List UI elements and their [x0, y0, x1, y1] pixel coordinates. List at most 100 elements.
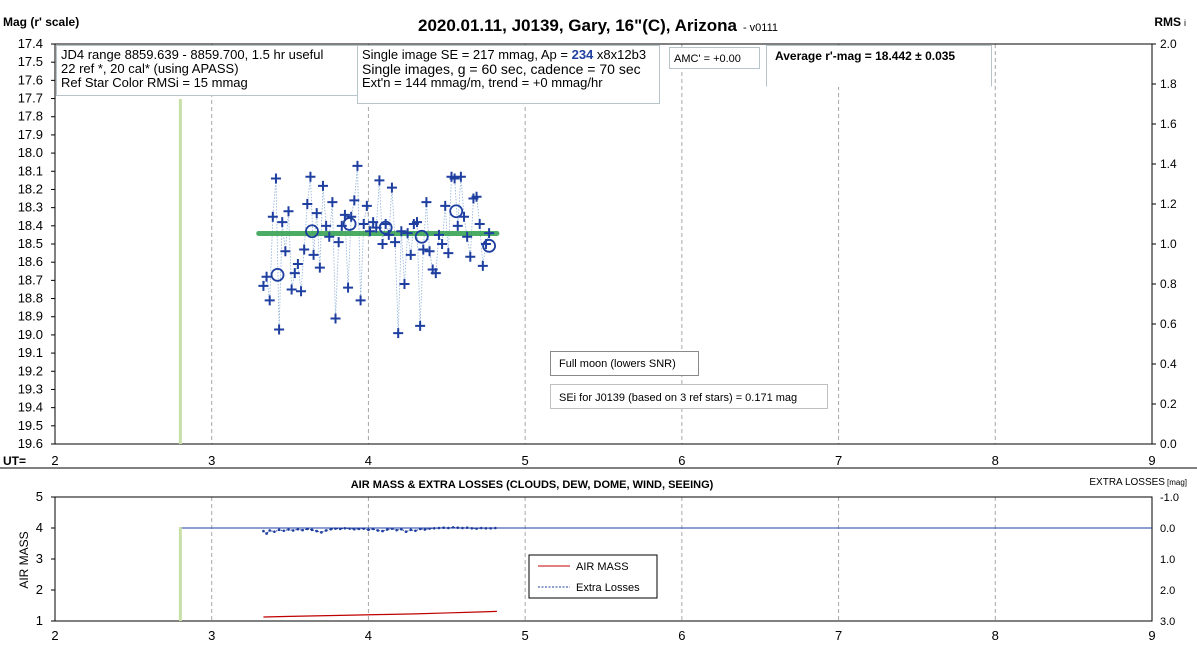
data-point-plus	[399, 279, 410, 289]
y-tick-label: 19.0	[18, 327, 43, 342]
extra-losses-point	[494, 526, 497, 530]
extra-losses-point	[409, 528, 413, 532]
extra-losses-point	[479, 526, 483, 530]
info-ap-value: 234	[571, 47, 594, 62]
y2-tick-label: 1.0	[1160, 237, 1177, 251]
extra-losses-point	[451, 526, 455, 529]
x-tick-label: 9	[1148, 453, 1155, 468]
extra-losses-point	[287, 528, 290, 531]
data-point-plus	[421, 197, 432, 208]
data-point-plus	[264, 295, 275, 306]
bottom-y2-tick-label: 2.0	[1160, 585, 1175, 597]
data-point-circle	[414, 229, 429, 244]
info-box-single-image: Single image SE = 217 mmag, Ap = 234 x8x…	[357, 45, 660, 104]
chart-version: - v0111	[743, 22, 778, 34]
data-point-plus	[330, 313, 341, 324]
bottom-y-tick-label: 3	[36, 551, 43, 566]
data-point-plus	[296, 286, 307, 297]
bottom-x-tick-label: 9	[1148, 628, 1155, 643]
amc-label: AMC' = +0.00	[674, 53, 741, 65]
data-point-plus	[261, 271, 272, 282]
data-point-plus	[383, 229, 394, 240]
data-point-plus	[440, 200, 451, 211]
data-point-plus	[405, 249, 416, 260]
extra-losses-point	[296, 527, 300, 531]
legend-airmass-label: AIR MASS	[576, 561, 629, 573]
y2-tick-label: 0.4	[1160, 357, 1177, 371]
data-point-plus	[258, 280, 269, 291]
data-point-plus	[380, 219, 391, 229]
x-tick-label: 8	[992, 453, 999, 468]
data-point-plus	[418, 244, 429, 255]
y-tick-label: 19.1	[18, 345, 43, 360]
data-point-plus	[321, 220, 332, 231]
extra-losses-point	[465, 526, 469, 529]
x-tick-label: 7	[835, 453, 842, 468]
y-tick-label: 18.3	[18, 200, 43, 215]
data-point-plus	[267, 211, 278, 222]
bottom-y-tick-label: 2	[36, 582, 43, 597]
extra-losses-point	[320, 531, 323, 534]
data-point-plus	[361, 200, 372, 211]
extra-losses-point	[395, 528, 398, 532]
data-point-plus	[484, 228, 495, 239]
data-point-plus	[327, 197, 338, 208]
data-point-plus	[393, 328, 404, 339]
data-point-plus	[333, 237, 344, 248]
data-point-plus	[358, 219, 369, 229]
legend-extra-label: Extra Losses	[576, 582, 640, 594]
y-tick-label: 17.8	[18, 109, 43, 124]
extra-losses-point	[442, 526, 445, 529]
data-point-circle	[378, 220, 393, 235]
y-tick-label: 18.0	[18, 145, 43, 160]
extra-losses-line	[263, 526, 496, 535]
data-point-plus	[452, 220, 463, 231]
bottom-x-tick-label: 8	[992, 628, 999, 643]
y-tick-label: 19.5	[18, 418, 43, 433]
bottom-y2-tick-label: 3.0	[1160, 616, 1175, 628]
data-point-plus	[314, 262, 325, 273]
data-point-plus	[308, 249, 319, 260]
bottom-chart-title: AIR MASS & EXTRA LOSSES (CLOUDS, DEW, DO…	[351, 479, 714, 491]
info-se-suffix: x8x12b3	[596, 47, 647, 62]
bottom-x-tick-label: 5	[522, 628, 529, 643]
x-tick-label: 4	[365, 453, 372, 468]
chart-title-main: 2020.01.11, J0139, Gary, 16"(C), Arizona	[418, 16, 738, 35]
data-point-plus	[430, 268, 441, 279]
extra-losses-point	[315, 529, 319, 533]
bottom-x-tick-label: 2	[51, 628, 58, 643]
data-point-plus	[477, 260, 488, 271]
y-tick-label: 18.4	[18, 218, 43, 233]
data-point-plus	[283, 206, 294, 217]
extra-losses-point	[376, 529, 380, 532]
data-point-plus	[459, 211, 470, 222]
bottom-y2-tick-label: 1.0	[1160, 554, 1175, 566]
y2-axis-title: RMS i	[1154, 15, 1186, 29]
extra-losses-point	[390, 527, 394, 530]
extra-losses-point	[334, 527, 337, 530]
y2-tick-label: 0.2	[1160, 397, 1177, 411]
y-tick-label: 19.2	[18, 363, 43, 378]
full-moon-note: Full moon (lowers SNR)	[550, 351, 699, 376]
info-cadence-line: Single images, g = 60 sec, cadence = 70 …	[362, 61, 641, 77]
data-point-plus	[274, 324, 285, 335]
ut-label: UT=	[3, 454, 26, 468]
extra-losses-point	[291, 529, 295, 532]
data-point-plus	[317, 180, 328, 191]
data-point-circle	[270, 268, 285, 282]
data-point-plus	[396, 226, 407, 237]
info-se-line: Single image SE = 217 mmag, Ap = 234 x8x…	[362, 48, 655, 62]
bottom-y2-title-main: EXTRA LOSSES	[1089, 477, 1165, 488]
data-point-plus	[474, 219, 485, 229]
extra-losses-point	[324, 529, 328, 532]
y-tick-label: 17.6	[18, 72, 43, 87]
bottom-y2-tick-label: -1.0	[1160, 492, 1179, 504]
data-point-plus	[289, 268, 300, 279]
y-tick-label: 19.4	[18, 400, 43, 415]
extra-losses-point	[423, 528, 427, 531]
x-tick-label: 3	[208, 453, 215, 468]
y2-axis-title-suffix: i	[1184, 18, 1186, 28]
extra-losses-point	[418, 527, 422, 531]
y-tick-label: 17.9	[18, 127, 43, 142]
